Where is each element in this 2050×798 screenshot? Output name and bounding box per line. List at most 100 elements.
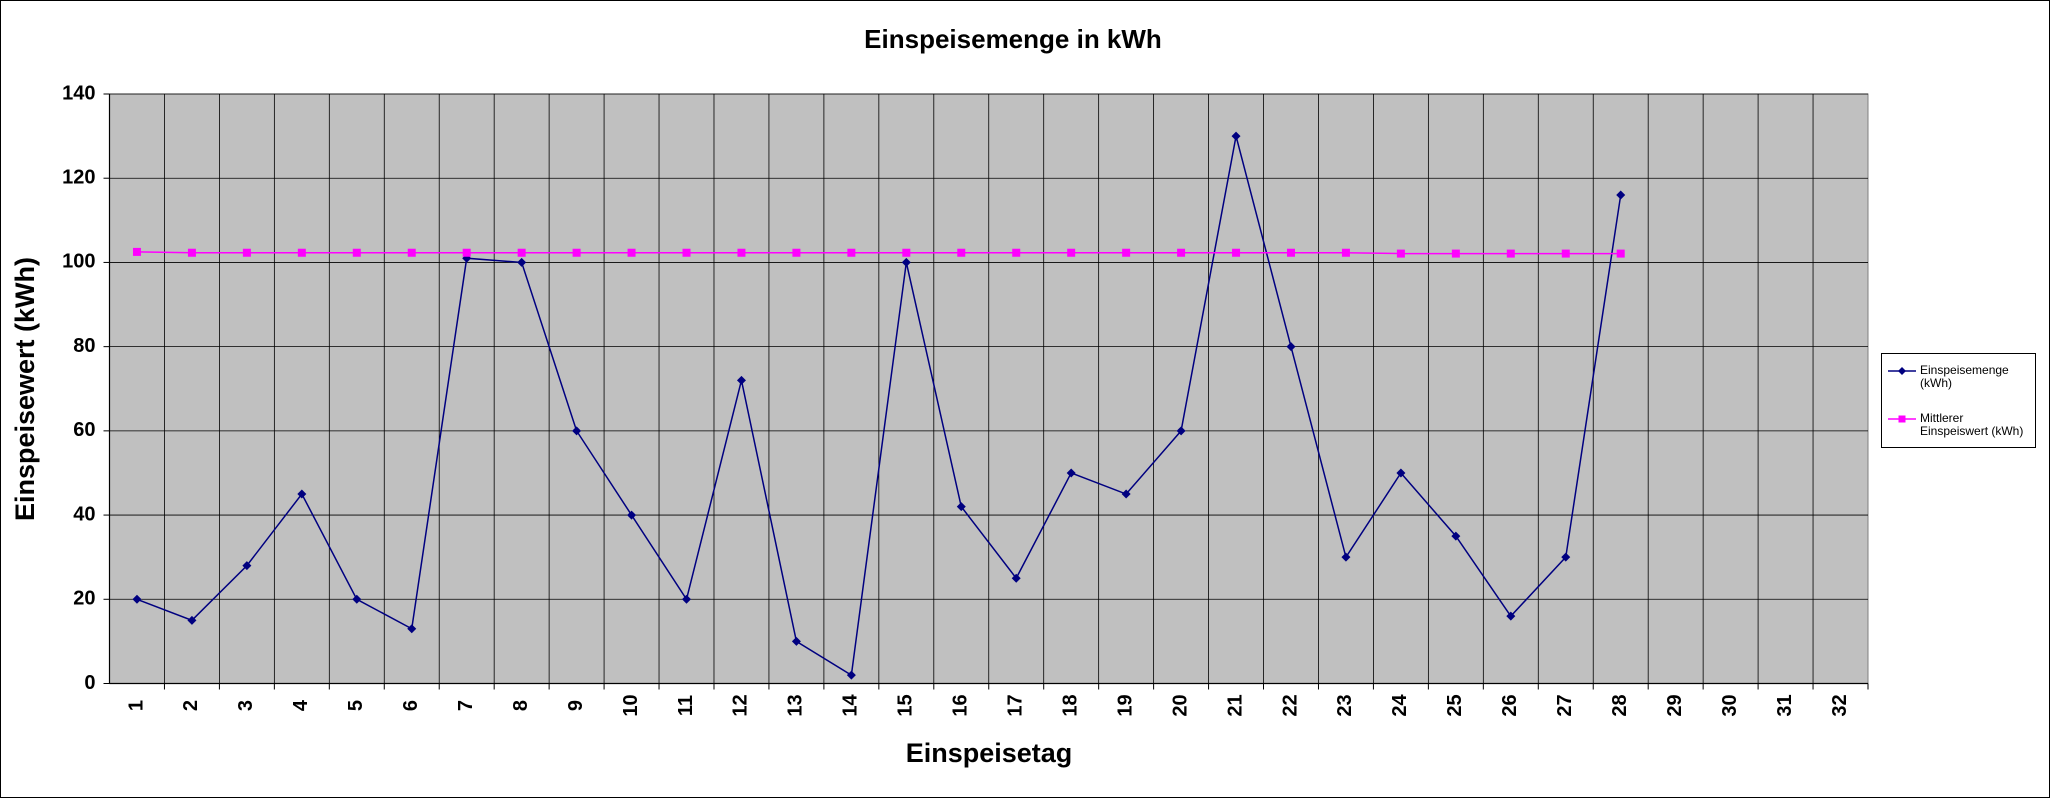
data-point xyxy=(1121,489,1131,499)
y-tick-label: 100 xyxy=(62,251,95,273)
data-point xyxy=(407,248,416,257)
x-tick-label: 3 xyxy=(235,700,257,711)
data-point xyxy=(297,248,306,257)
series-line xyxy=(136,251,1621,255)
data-point xyxy=(1177,248,1186,257)
data-point xyxy=(517,257,527,267)
y-tick-label: 120 xyxy=(62,166,95,188)
x-tick-label: 27 xyxy=(1554,694,1576,716)
data-point xyxy=(132,247,141,256)
x-tick-label: 22 xyxy=(1279,694,1301,716)
x-tick-label: 21 xyxy=(1224,694,1246,716)
data-point xyxy=(517,248,526,257)
x-tick-label: 14 xyxy=(840,694,862,717)
y-tick-label: 0 xyxy=(84,672,95,694)
data-point xyxy=(407,624,417,634)
data-point xyxy=(242,561,252,571)
data-point xyxy=(1066,468,1076,478)
x-tick-label: 10 xyxy=(620,694,642,716)
data-point xyxy=(462,248,471,257)
data-point xyxy=(1231,131,1241,141)
data-point xyxy=(572,248,581,257)
x-tick-label: 15 xyxy=(895,694,917,716)
y-tick-label: 140 xyxy=(62,82,95,104)
data-point xyxy=(1396,249,1405,258)
x-tick-label: 16 xyxy=(950,694,972,716)
data-point xyxy=(1561,249,1570,258)
x-tick-label: 5 xyxy=(345,700,367,711)
data-point xyxy=(572,426,582,436)
data-point xyxy=(1561,552,1571,562)
data-point xyxy=(792,248,801,257)
x-tick-label: 32 xyxy=(1829,694,1851,716)
y-axis-title: Einspeisewert (kWh) xyxy=(10,257,40,521)
x-tick-label: 4 xyxy=(290,699,312,711)
data-point xyxy=(297,489,307,499)
series-line xyxy=(136,135,1622,677)
data-point xyxy=(847,248,856,257)
data-point xyxy=(1176,426,1186,436)
data-point xyxy=(1232,248,1241,257)
data-point xyxy=(901,257,911,267)
data-point xyxy=(187,615,197,625)
x-tick-label: 23 xyxy=(1334,694,1356,716)
data-point xyxy=(1286,248,1295,257)
data-point xyxy=(1341,552,1351,562)
data-point xyxy=(1396,468,1406,478)
data-point xyxy=(1341,248,1350,257)
x-tick-label: 19 xyxy=(1114,694,1136,716)
data-point xyxy=(1122,248,1131,257)
x-tick-label: 18 xyxy=(1059,694,1081,716)
data-point xyxy=(957,248,966,257)
x-axis-title: Einspeisetag xyxy=(906,738,1073,768)
x-tick-label: 8 xyxy=(510,700,532,711)
data-point xyxy=(1067,248,1076,257)
legend-item: Mittlerer Einspeiswert (kWh) xyxy=(1888,412,2030,438)
legend-marker xyxy=(1898,415,1906,423)
legend-swatch xyxy=(1888,415,1916,423)
x-tick-label: 7 xyxy=(455,700,477,711)
data-point xyxy=(1451,531,1461,541)
y-tick-label: 20 xyxy=(73,588,95,610)
x-tick-label: 6 xyxy=(400,700,422,711)
legend-label: Einspeisemenge (kWh) xyxy=(1920,363,2009,390)
x-tick-label: 9 xyxy=(565,700,587,711)
x-tick-label: 13 xyxy=(785,694,807,716)
data-point xyxy=(682,248,691,257)
y-tick-label: 40 xyxy=(73,503,95,525)
data-point xyxy=(737,248,746,257)
data-point xyxy=(1506,611,1516,621)
legend-swatch xyxy=(1888,367,1916,375)
data-point xyxy=(736,375,746,385)
data-point xyxy=(1011,573,1021,583)
legend-item: Einspeisemenge (kWh) xyxy=(1888,364,2030,390)
data-point xyxy=(682,594,692,604)
legend: Einspeisemenge (kWh) Mittlerer Einspeiswe… xyxy=(1881,353,2036,448)
chart-title: Einspeisemenge in kWh xyxy=(864,24,1162,54)
x-tick-label: 31 xyxy=(1774,694,1796,716)
data-point xyxy=(1616,190,1626,200)
data-point xyxy=(1012,248,1021,257)
y-tick-label: 80 xyxy=(73,335,95,357)
data-point xyxy=(791,636,801,646)
data-point xyxy=(187,248,196,257)
x-tick-label: 26 xyxy=(1499,694,1521,716)
data-point xyxy=(352,594,362,604)
x-tick-label: 29 xyxy=(1664,694,1686,716)
data-point xyxy=(846,670,856,680)
data-point xyxy=(1616,249,1625,258)
x-tick-label: 30 xyxy=(1719,694,1741,716)
x-tick-label: 11 xyxy=(675,695,697,716)
data-point xyxy=(1451,249,1460,258)
x-tick-label: 25 xyxy=(1444,694,1466,716)
data-point xyxy=(627,248,636,257)
data-point xyxy=(956,502,966,512)
x-tick-label: 17 xyxy=(1005,694,1027,716)
legend-label: Mittlerer Einspeiswert (kWh) xyxy=(1920,411,2024,438)
x-tick-label: 20 xyxy=(1169,694,1191,716)
x-tick-label: 12 xyxy=(730,694,752,716)
data-point xyxy=(352,248,361,257)
legend-marker xyxy=(1898,367,1906,375)
